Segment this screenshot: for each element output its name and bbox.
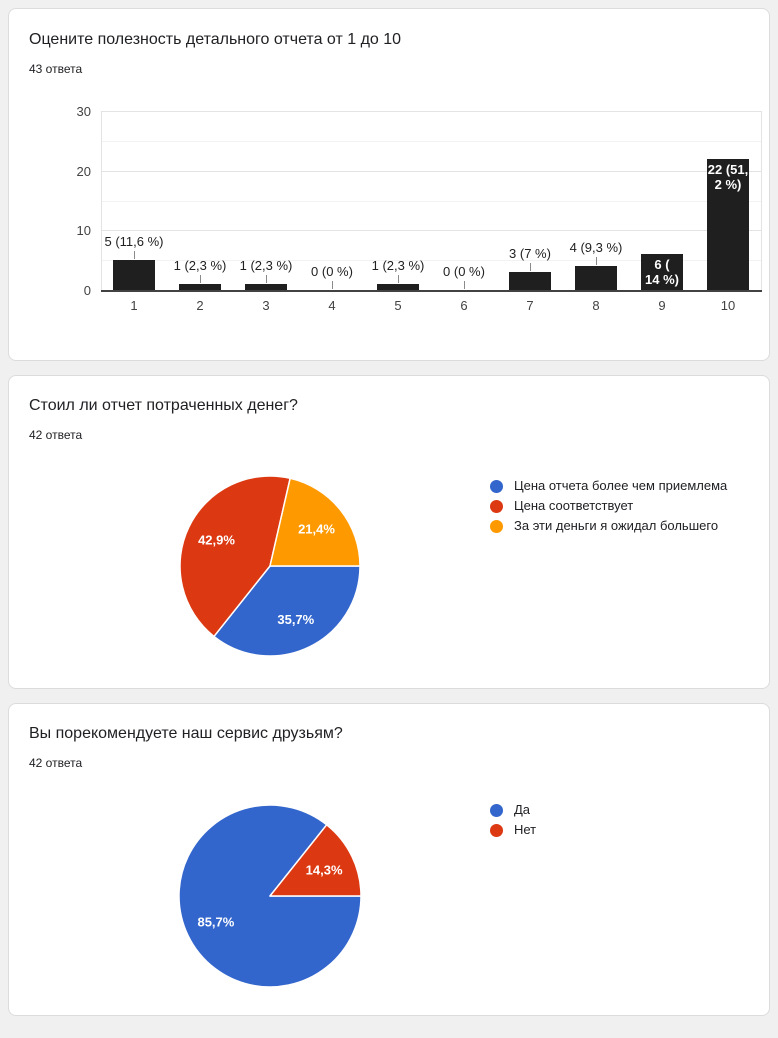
x-axis-line	[101, 290, 762, 292]
pie-percent-label: 85,7%	[197, 915, 234, 930]
gridline	[101, 230, 761, 232]
legend-label: Да	[514, 802, 531, 817]
response-count: 42 ответа	[29, 756, 83, 770]
x-axis-label: 2	[196, 298, 204, 313]
plot-border	[761, 111, 762, 290]
x-axis-label: 6	[460, 298, 468, 313]
pie-slice	[269, 477, 361, 567]
bar-value-line: 22 (51,	[707, 162, 749, 177]
bar	[113, 260, 155, 290]
gridline	[101, 140, 761, 142]
legend-label: Цена соответствует	[514, 498, 634, 513]
leader-line	[200, 275, 201, 283]
bar-value-label: 4 (9,3 %)	[569, 240, 623, 255]
y-axis-label: 10	[76, 223, 91, 239]
results-card-usefulness: Оцените полезность детального отчета от …	[8, 8, 770, 361]
response-count: 43 ответа	[29, 62, 83, 76]
gridline	[101, 111, 761, 112]
bar	[575, 266, 617, 290]
pie-slice	[213, 565, 361, 657]
legend-item: Да	[490, 800, 536, 820]
bar-value-label: 6 (14 %)	[634, 257, 690, 287]
legend-item: Нет	[490, 820, 536, 840]
pie-chart-area: 85,7% 14,3% Да Нет	[9, 771, 769, 1015]
pie-chart-svg: 85,7% 14,3%	[178, 804, 362, 988]
response-count: 42 ответа	[29, 428, 83, 442]
legend-label: Нет	[514, 822, 537, 837]
x-axis-label: 10	[720, 298, 736, 313]
chart-legend: Да Нет	[490, 800, 536, 840]
legend-swatch-icon	[490, 803, 503, 817]
question-title: Оцените полезность детального отчета от …	[29, 31, 402, 48]
x-axis-label: 8	[592, 298, 600, 313]
leader-line	[134, 251, 135, 259]
bar-value-line: 6 (	[654, 257, 670, 272]
leader-line	[464, 281, 465, 289]
pie-chart-svg: 35,7% 42,9% 21,4%	[179, 475, 361, 657]
bar	[641, 254, 683, 290]
leader-line	[398, 275, 399, 283]
legend-label: Цена отчета более чем приемлема	[514, 478, 728, 493]
x-axis-label: 1	[130, 298, 138, 313]
leader-line	[596, 257, 597, 265]
legend-swatch-icon	[490, 823, 503, 837]
legend-swatch-icon	[490, 519, 503, 533]
y-axis-label: 30	[76, 104, 91, 119]
gridline	[101, 170, 761, 172]
pie-percent-label: 42,9%	[198, 533, 235, 548]
bar	[179, 284, 221, 290]
leader-line	[266, 275, 267, 283]
bar-value-label: 0 (0 %)	[311, 264, 353, 279]
bar	[509, 272, 551, 290]
bar-chart: 0 10 20 30 5 (11,6 %) 1 1 (2,3 %) 2 1 (2,3 %) 3 0 …	[9, 104, 769, 320]
chart-legend: Цена отчета более чем приемлема Цена соот…	[490, 476, 727, 536]
bar	[377, 284, 419, 290]
x-axis-label: 5	[394, 298, 402, 313]
x-axis-label: 7	[526, 298, 534, 313]
legend-item: За эти деньги я ожидал большего	[490, 516, 727, 536]
y-axis-label: 0	[83, 283, 91, 298]
y-axis-label: 20	[76, 163, 91, 179]
gridline	[101, 260, 761, 262]
bar	[245, 284, 287, 290]
bar-value-label: 1 (2,3 %)	[173, 258, 227, 273]
bar-value-label: 1 (2,3 %)	[371, 258, 425, 273]
bar-value-label: 3 (7 %)	[509, 246, 551, 261]
legend-item: Цена соответствует	[490, 496, 727, 516]
bar-value-label: 5 (11,6 %)	[104, 234, 164, 249]
question-title: Вы порекомендуете наш сервис друзьям?	[29, 725, 343, 742]
bar-value-label: 22 (51, 2 %)	[700, 162, 756, 192]
pie-slice	[179, 475, 291, 638]
bar-value-line: 14 %)	[645, 272, 679, 287]
results-card-recommend: Вы порекомендуете наш сервис друзьям? 42…	[8, 703, 770, 1016]
x-axis-label: 4	[328, 298, 336, 313]
bar-value-label: 1 (2,3 %)	[239, 258, 293, 273]
leader-line	[530, 263, 531, 271]
bar	[707, 159, 749, 290]
bar-value-label: 0 (0 %)	[443, 264, 485, 279]
pie-slice	[269, 824, 362, 897]
leader-line	[332, 281, 333, 289]
pie-percent-label: 21,4%	[298, 522, 335, 537]
legend-swatch-icon	[490, 479, 503, 493]
results-card-worth-money: Стоил ли отчет потраченных денег? 42 отв…	[8, 375, 770, 689]
x-axis-label: 3	[262, 298, 270, 313]
question-title: Стоил ли отчет потраченных денег?	[29, 397, 298, 414]
gridline	[101, 200, 761, 202]
legend-swatch-icon	[490, 499, 503, 513]
x-axis-label: 9	[658, 298, 666, 313]
pie-percent-label: 14,3%	[306, 862, 343, 877]
plot-border	[101, 111, 102, 290]
legend-label: За эти деньги я ожидал большего	[514, 518, 719, 533]
legend-item: Цена отчета более чем приемлема	[490, 476, 727, 496]
bar-value-line: 2 %)	[714, 177, 742, 192]
pie-chart-area: 35,7% 42,9% 21,4% Цена отчета более чем пр…	[9, 443, 769, 688]
pie-percent-label: 35,7%	[277, 612, 314, 627]
